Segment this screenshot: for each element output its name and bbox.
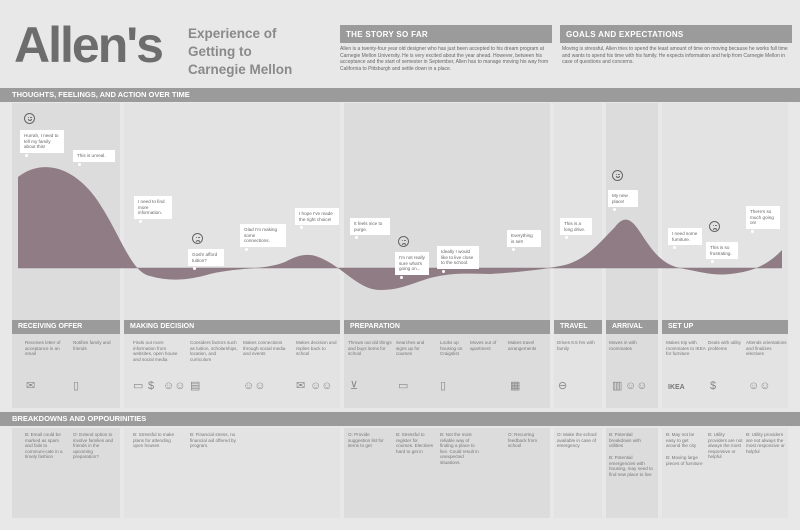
thought-bubble: Everything is set! bbox=[507, 230, 541, 252]
stage-travel: TRAVEL bbox=[554, 320, 602, 334]
people-icon-3: ☺☺ bbox=[310, 380, 333, 392]
action-text: Deals with utility problems bbox=[708, 340, 741, 351]
breakdowns-heading: BREAKDOWNS AND OPPOURINITIES bbox=[0, 412, 800, 426]
thought-bubble: This is a long drive. bbox=[560, 218, 592, 240]
action-text: Finds out more information from websites… bbox=[133, 340, 178, 362]
stage-receiving-offer: RECEIVING OFFER bbox=[12, 320, 120, 334]
thought-bubble: This is so frustrating. bbox=[706, 242, 738, 264]
email-icon-2: ✉ bbox=[296, 380, 306, 392]
stage-set-up: SET UP bbox=[662, 320, 788, 334]
thought-bubble: This is unreal. bbox=[73, 150, 115, 166]
breakdown-item: B: Moving large pieces of furniture bbox=[666, 455, 703, 466]
money-icon-2: $ bbox=[710, 380, 717, 392]
breakdown-item: B: Stressful to register for courses. El… bbox=[396, 432, 434, 454]
people-icon-5: ☺☺ bbox=[748, 380, 771, 392]
stage-column bbox=[554, 428, 602, 518]
breakdown-item: O: Provide suggestion list for items to … bbox=[348, 432, 384, 449]
thought-bubble: I need to find more information. bbox=[134, 196, 172, 223]
action-text: Notifies family and friends bbox=[73, 340, 111, 351]
car-icon: ⊖ bbox=[558, 380, 568, 392]
thought-bubble: Hurrah, I need to tell my family about t… bbox=[20, 130, 64, 157]
page-subtitle: Experience of Getting to Carnegie Mellon bbox=[188, 26, 293, 77]
action-text: Searches and signs up for courses bbox=[396, 340, 425, 357]
breakdown-item: B: Potential breakdown with utilities bbox=[609, 432, 641, 449]
story-heading: THE STORY SO FAR bbox=[340, 25, 552, 43]
action-text: Makes connections through social media a… bbox=[243, 340, 286, 357]
story-text: Allen is a twenty-four year old designer… bbox=[340, 46, 549, 72]
sad-face-icon-3 bbox=[709, 221, 720, 232]
breakdown-item: B: Utility providers are not always the … bbox=[746, 432, 785, 454]
stage-preparation: PREPARATION bbox=[344, 320, 550, 334]
stage-column bbox=[662, 428, 788, 518]
stage-column bbox=[12, 428, 120, 518]
breakdown-item: B: Financial stress, no financial aid of… bbox=[190, 432, 236, 449]
money-icon: $ bbox=[148, 380, 155, 392]
breakdown-item: B: Not the most reliable way of finding … bbox=[440, 432, 479, 465]
action-text: Receives letter of acceptance in an emai… bbox=[25, 340, 61, 357]
breakdown-item: B: Stressful to make plans for attending… bbox=[133, 432, 175, 449]
stage-making-decision: MAKING DECISION bbox=[124, 320, 340, 334]
thought-bubble: My new place! bbox=[608, 190, 638, 212]
thought-bubble: I'm not really sure what's going on... bbox=[395, 252, 429, 279]
stage-column bbox=[124, 428, 340, 518]
action-text: Makes trip with roommates to IKEA for fu… bbox=[666, 340, 706, 357]
breakdown-item: B: Potential emergencies with housing, m… bbox=[609, 455, 653, 477]
thought-bubble: I need some furniture. bbox=[668, 228, 702, 250]
ikea-logo: IKEA bbox=[668, 384, 685, 391]
thought-bubble: It feels nice to purge. bbox=[350, 218, 390, 240]
stage-column bbox=[344, 428, 550, 518]
cart-icon: ⊻ bbox=[350, 380, 359, 392]
sad-face-icon-2 bbox=[398, 236, 409, 247]
stage-column bbox=[606, 428, 658, 518]
emotion-curve bbox=[18, 167, 782, 290]
thought-bubble: Glad I'm making some connections. bbox=[240, 224, 286, 251]
breakdown-item: O: Recurring feedback from school bbox=[508, 432, 538, 449]
sad-face-icon-1 bbox=[192, 233, 203, 244]
stage-arrival: ARRIVAL bbox=[606, 320, 658, 334]
laptop-icon: ▭ bbox=[398, 380, 409, 392]
breakdown-item: B: Utility providers are not always the … bbox=[708, 432, 743, 460]
breakdown-item: B: Email could be marked as spam and fai… bbox=[25, 432, 63, 460]
goals-text: Moving is stressful, Allen tries to spen… bbox=[562, 46, 788, 65]
action-text: Moves in with roommates bbox=[609, 340, 637, 351]
breakdown-item: B: May not be easy to get around the cit… bbox=[666, 432, 697, 449]
action-text: Throws out old things and buys items for… bbox=[348, 340, 392, 357]
phone-icon-2: ▯ bbox=[440, 380, 447, 392]
building-icon: ▥ bbox=[612, 380, 623, 392]
action-text: Considers factors such as tuition, schol… bbox=[190, 340, 238, 362]
goals-heading: GOALS AND EXPECTATIONS bbox=[560, 25, 792, 43]
happy-face-icon-1 bbox=[24, 113, 35, 124]
happy-face-icon-2 bbox=[612, 170, 623, 181]
action-text: Attends orientations and finalizes elect… bbox=[746, 340, 787, 357]
thought-bubble: I hope I've made the right choice! bbox=[295, 208, 339, 230]
phone-icon: ▯ bbox=[73, 380, 80, 392]
thought-bubble: Ideally I would like to live close to th… bbox=[437, 246, 479, 273]
action-text: Moves out of apartment bbox=[470, 340, 497, 351]
page-title: Allen's bbox=[14, 17, 164, 73]
browser-icon: ▭ bbox=[133, 380, 144, 392]
thought-bubble: Gosh! afford tuition? bbox=[188, 249, 224, 271]
thoughts-heading: THOUGHTS, FEELINGS, AND ACTION OVER TIME bbox=[0, 88, 800, 102]
breakdown-item: O: Make the school available in case of … bbox=[557, 432, 597, 449]
document-icon: ▤ bbox=[190, 380, 201, 392]
emotion-area bbox=[18, 167, 782, 290]
people-icon-2: ☺☺ bbox=[243, 380, 266, 392]
people-icon-4: ☺☺ bbox=[625, 380, 648, 392]
email-icon: ✉ bbox=[26, 380, 36, 392]
action-text: Makes travel arrangements bbox=[508, 340, 537, 351]
action-text: Looks up housing on Craigslist bbox=[440, 340, 463, 357]
action-text: Drives 8.5 hrs with family bbox=[557, 340, 595, 351]
thought-bubble: There's so much going on! bbox=[746, 206, 780, 233]
people-icon: ☺☺ bbox=[163, 380, 186, 392]
breakdown-item: O: Extend option to involve families and… bbox=[73, 432, 114, 460]
calendar-icon: ▦ bbox=[510, 380, 521, 392]
action-text: Makes decision and replies back to schoo… bbox=[296, 340, 337, 357]
